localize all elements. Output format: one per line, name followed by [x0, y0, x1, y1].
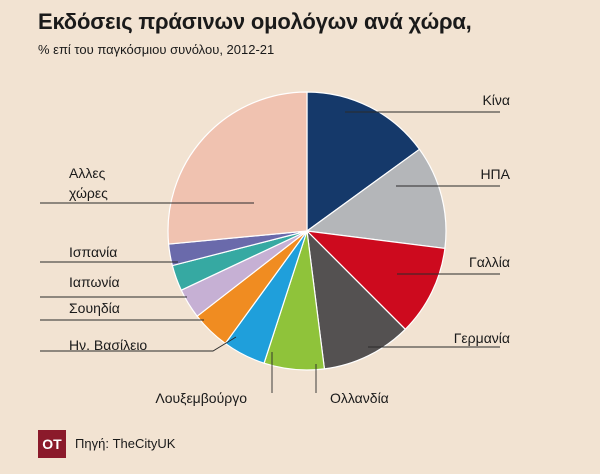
slice-label-2: ΗΠΑ	[480, 166, 510, 182]
chart-subtitle: % επί του παγκόσμιου συνόλου, 2012-21	[38, 42, 275, 57]
chart-title: Εκδόσεις πράσινων ομολόγων ανά χώρα,	[38, 9, 472, 34]
source-note: Πηγή: TheCityUK	[75, 436, 176, 451]
pie-slice-3	[305, 230, 446, 331]
pie-slice-11	[167, 91, 308, 245]
leader-line-7	[40, 336, 237, 352]
slice-label-7: Ην. Βασίλειο	[69, 337, 147, 353]
pie-slice-4	[306, 229, 407, 370]
slice-label-8: Σουηδία	[69, 300, 120, 316]
pie-slice-2	[305, 148, 447, 250]
slice-label-1: Κίνα	[482, 92, 510, 108]
pie-slice-1	[306, 91, 421, 233]
slice-label-9: Ιαπωνία	[69, 274, 120, 290]
slice-label-3: Γαλλία	[469, 254, 510, 270]
ot-logo: OT	[38, 430, 66, 458]
slice-label-5: Ολλανδία	[330, 390, 389, 406]
slice-label-4: Γερμανία	[454, 330, 510, 346]
slice-label-10: Ισπανία	[69, 244, 117, 260]
slice-label-11: Αλλες χώρες	[69, 165, 108, 201]
slice-label-6: Λουξεμβούργο	[155, 390, 247, 406]
